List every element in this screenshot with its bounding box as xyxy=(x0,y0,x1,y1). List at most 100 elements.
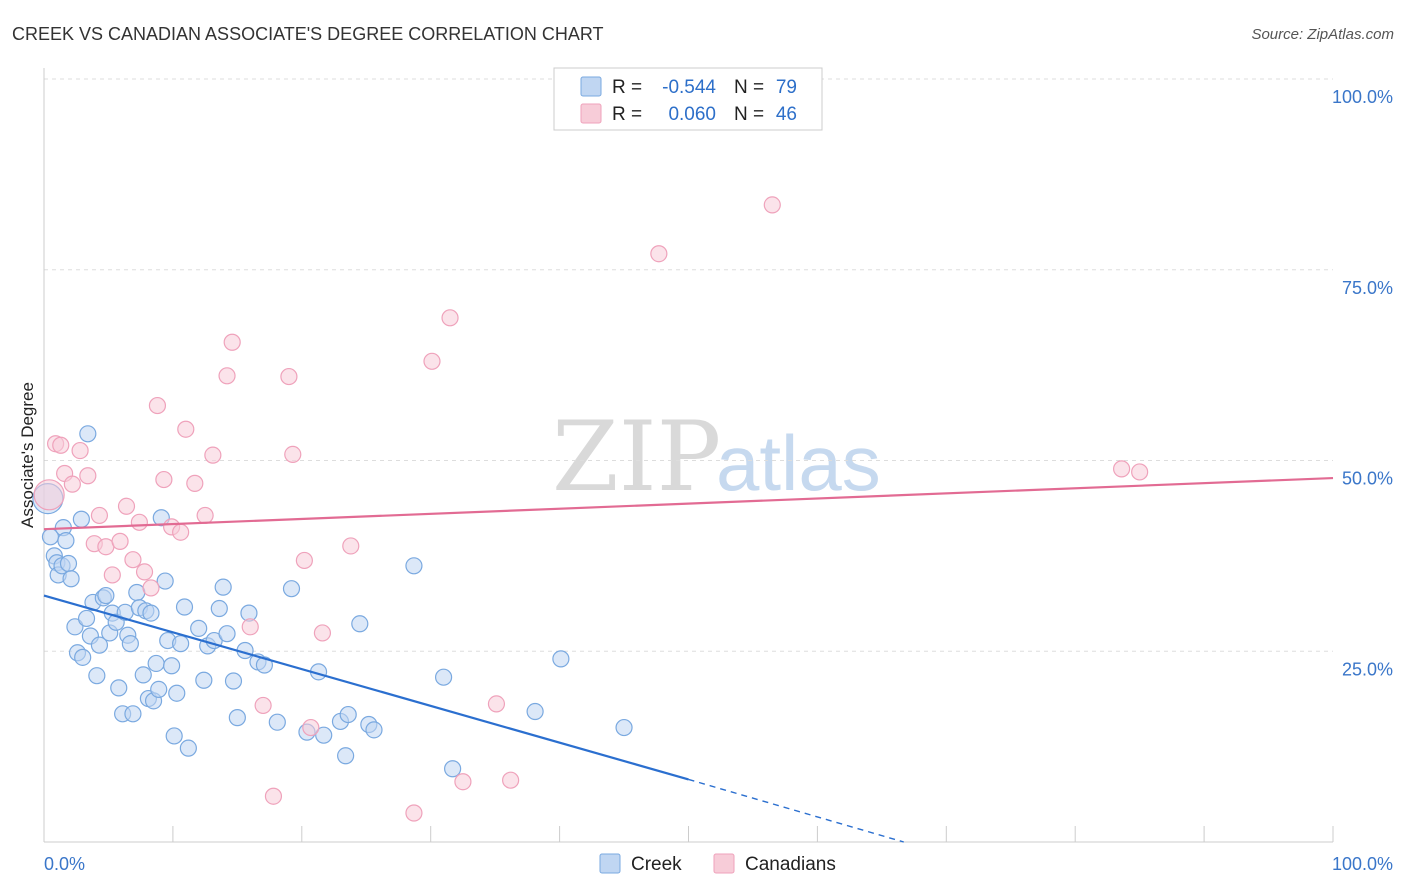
y-tick-label: 75.0% xyxy=(1342,278,1393,298)
canadians-swatch xyxy=(580,103,602,124)
creek-point xyxy=(88,667,106,685)
creek-point xyxy=(224,672,243,690)
creek-point xyxy=(77,609,96,628)
legend-canadians-swatch xyxy=(713,853,735,874)
creek-point xyxy=(315,726,333,744)
canadians-point xyxy=(423,352,441,370)
canadians-point xyxy=(148,396,167,415)
creek-point xyxy=(210,599,228,618)
canadians-r-value: 0.060 xyxy=(668,104,716,125)
canadians-point xyxy=(33,479,65,511)
canadians-point xyxy=(241,618,259,636)
creek-point xyxy=(175,598,194,616)
canadians-point xyxy=(254,696,272,715)
legend-canadians-label: Canadians xyxy=(745,854,836,875)
canadians-point xyxy=(177,420,195,438)
canadians-point xyxy=(90,506,109,525)
creek-point xyxy=(163,657,181,675)
canadians-point xyxy=(135,563,154,581)
canadians-point xyxy=(502,771,520,789)
canadians-point xyxy=(284,445,302,463)
canadians-point xyxy=(204,446,222,464)
creek-point xyxy=(142,604,160,622)
canadians-point xyxy=(223,333,241,351)
creek-point xyxy=(172,635,190,653)
legend-creek-swatch xyxy=(599,853,621,874)
creek-point xyxy=(218,625,236,643)
legend-creek-label: Creek xyxy=(631,854,682,875)
creek-point xyxy=(228,709,246,727)
canadians-point xyxy=(280,367,298,386)
canadians-point xyxy=(71,441,89,460)
creek-point xyxy=(66,618,84,636)
creek-trend-extension xyxy=(688,778,904,843)
creek-point xyxy=(268,713,286,731)
canadians-trend-line xyxy=(43,476,1334,531)
data-points xyxy=(32,196,1149,822)
watermark: ZIP atlas xyxy=(552,401,881,513)
creek-point xyxy=(255,656,274,674)
creek-point xyxy=(147,654,165,673)
canadians-point xyxy=(103,566,121,584)
canadians-point xyxy=(79,467,97,485)
creek-point xyxy=(195,671,213,689)
creek-point xyxy=(526,702,544,721)
x-tick-label-min: 0.0% xyxy=(44,854,85,874)
creek-point xyxy=(128,583,146,602)
creek-point xyxy=(74,648,92,666)
x-tick-marks xyxy=(172,826,1334,842)
creek-point xyxy=(168,684,186,702)
canadians-point xyxy=(1131,463,1149,481)
creek-point xyxy=(444,760,462,778)
y-tick-label: 50.0% xyxy=(1342,469,1393,489)
creek-point xyxy=(282,580,301,598)
canadians-point xyxy=(186,474,204,492)
creek-point xyxy=(190,619,208,637)
chart-source: Source: ZipAtlas.com xyxy=(1251,26,1394,43)
creek-trend-line xyxy=(43,594,689,781)
trend-lines xyxy=(43,476,1334,843)
canadians-n-value: 46 xyxy=(776,104,797,125)
canadians-point xyxy=(650,245,668,263)
creek-point xyxy=(134,666,152,684)
canadians-point xyxy=(52,436,70,454)
canadians-point xyxy=(763,196,781,214)
creek-r-label: R = xyxy=(612,77,642,98)
creek-point xyxy=(79,425,97,443)
creek-point xyxy=(434,668,453,686)
y-tick-label: 100.0% xyxy=(1332,87,1393,107)
creek-swatch xyxy=(580,76,602,97)
canadians-point xyxy=(302,718,320,737)
creek-point xyxy=(365,721,383,739)
y-tick-labels: 100.0% 75.0% 50.0% 25.0% xyxy=(1332,87,1393,679)
canadians-point xyxy=(218,367,236,385)
creek-point xyxy=(62,570,80,588)
canadians-point xyxy=(295,551,313,570)
canadians-point xyxy=(264,787,283,805)
creek-r-value: -0.544 xyxy=(662,77,716,98)
canadians-point xyxy=(454,773,472,791)
series-legend: Creek Canadians xyxy=(599,853,836,875)
canadians-point xyxy=(155,470,173,489)
canadians-point xyxy=(142,579,160,597)
canadians-r-label: R = xyxy=(612,104,642,125)
canadians-point xyxy=(405,804,423,822)
canadians-point xyxy=(124,551,142,569)
creek-point xyxy=(57,532,75,550)
canadians-point xyxy=(342,537,360,555)
creek-point xyxy=(59,554,78,573)
chart-title: CREEK VS CANADIAN ASSOCIATE'S DEGREE COR… xyxy=(12,24,604,44)
canadians-point xyxy=(117,497,136,515)
creek-point xyxy=(214,578,232,596)
canadians-point xyxy=(1113,460,1131,478)
creek-point xyxy=(179,739,197,757)
canadians-point xyxy=(111,532,129,550)
creek-point xyxy=(405,557,423,575)
creek-n-value: 79 xyxy=(776,77,797,98)
creek-point xyxy=(615,718,633,737)
canadians-n-label: N = xyxy=(734,104,764,125)
canadians-point xyxy=(441,309,459,327)
gridlines xyxy=(44,78,1333,652)
canadians-point xyxy=(313,624,332,642)
